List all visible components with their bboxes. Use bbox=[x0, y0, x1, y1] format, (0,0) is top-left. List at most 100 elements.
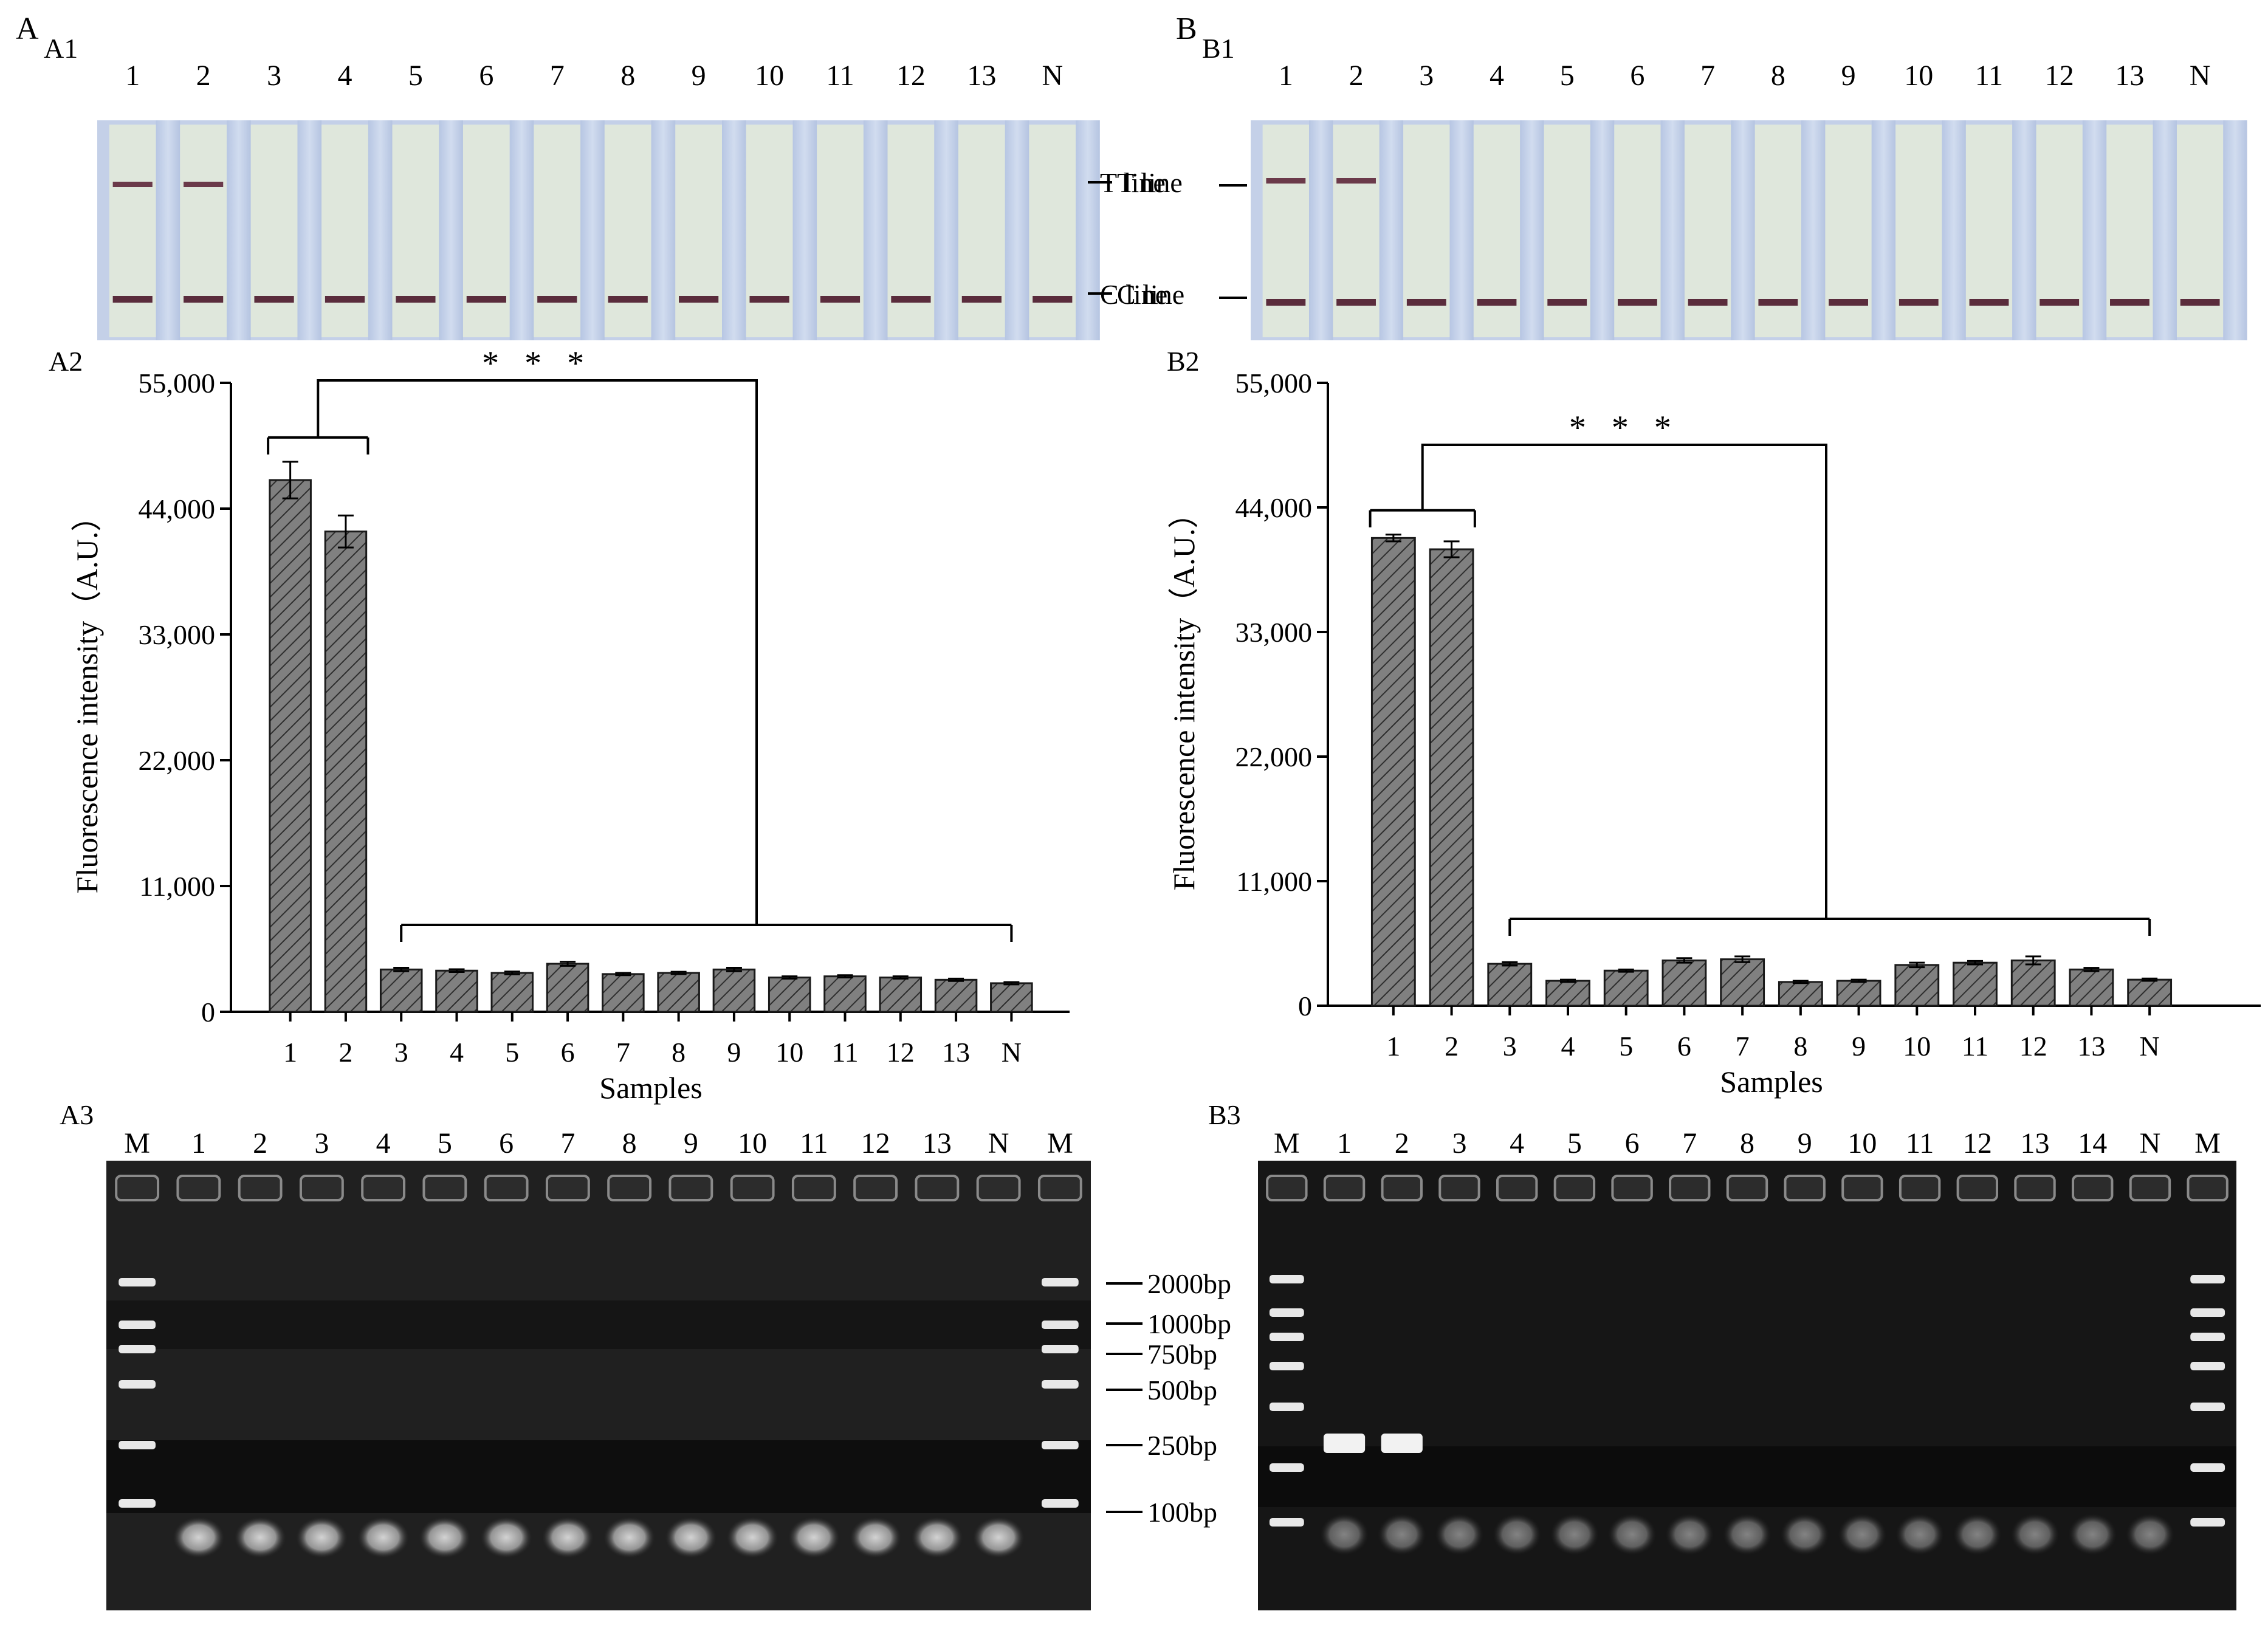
gel-lane-label: N bbox=[988, 1127, 1009, 1159]
primer-dimer-glow bbox=[1607, 1514, 1657, 1555]
strip-lane-label: 9 bbox=[692, 60, 706, 92]
gel-well bbox=[1266, 1175, 1308, 1201]
x-tick-label: N bbox=[1002, 1037, 1022, 1068]
strip-tube bbox=[1449, 120, 1474, 340]
ladder-band bbox=[1042, 1499, 1079, 1508]
strip-window bbox=[250, 125, 298, 337]
ladder-band bbox=[2190, 1518, 2225, 1527]
x-tick-label: 6 bbox=[561, 1037, 575, 1068]
gel-size-marker-label: 100bp bbox=[1147, 1497, 1217, 1528]
strip-b1-c-line-label: C line bbox=[1100, 279, 1167, 310]
primer-dimer-glow bbox=[665, 1517, 717, 1558]
gel-lane-label: 10 bbox=[1847, 1127, 1877, 1159]
primer-dimer-glow bbox=[1665, 1514, 1714, 1555]
strip-lane-label: 11 bbox=[1975, 60, 2003, 92]
strip-window bbox=[392, 125, 439, 337]
gel-well bbox=[361, 1175, 406, 1201]
strip-tube bbox=[2082, 120, 2107, 340]
ladder-band bbox=[1269, 1308, 1304, 1317]
gel-well bbox=[976, 1175, 1021, 1201]
x-tick-label: 2 bbox=[1445, 1031, 1459, 1062]
strip-lane-label: 2 bbox=[1349, 60, 1364, 92]
gel-size-marker-label: 500bp bbox=[1147, 1375, 1217, 1406]
gel-size-marker-label: 2000bp bbox=[1147, 1268, 1231, 1299]
x-tick-label: 3 bbox=[1503, 1031, 1517, 1062]
gel-lane-label: 9 bbox=[1798, 1127, 1812, 1159]
ladder-band bbox=[119, 1380, 156, 1389]
strip-window bbox=[958, 125, 1005, 337]
bar bbox=[379, 968, 423, 1013]
test-line-band bbox=[1266, 178, 1306, 184]
gel-well bbox=[545, 1175, 590, 1201]
control-line-band bbox=[961, 296, 1002, 303]
strip-tube bbox=[2223, 120, 2247, 340]
bar bbox=[990, 982, 1033, 1013]
x-tick-label: 7 bbox=[616, 1037, 630, 1068]
control-line-band bbox=[1899, 299, 1939, 306]
strip-window bbox=[817, 125, 864, 337]
gel-lane-label: 2 bbox=[253, 1127, 267, 1159]
x-tick-label: 9 bbox=[1852, 1031, 1866, 1062]
strip-lane-label: 8 bbox=[620, 60, 635, 92]
gel-well bbox=[484, 1175, 529, 1201]
control-line-band bbox=[608, 296, 648, 303]
x-tick-label: 8 bbox=[1793, 1031, 1807, 1062]
ladder-band bbox=[1269, 1275, 1304, 1283]
y-tick-label: 33,000 bbox=[139, 619, 216, 650]
x-tick-label: 9 bbox=[727, 1037, 741, 1068]
primer-dimer-glow bbox=[357, 1517, 410, 1558]
control-line-band bbox=[325, 296, 365, 303]
bar bbox=[1545, 980, 1590, 1007]
gel-lane-label: 5 bbox=[1567, 1127, 1582, 1159]
y-tick-label: 33,000 bbox=[1235, 617, 1313, 648]
x-tick-label: 5 bbox=[505, 1037, 519, 1068]
amplicon-band bbox=[1323, 1434, 1366, 1453]
strip-lane-label: 1 bbox=[1279, 60, 1293, 92]
gel-well bbox=[299, 1175, 344, 1201]
x-tick-label: 1 bbox=[1386, 1031, 1400, 1062]
x-tick-label: 12 bbox=[887, 1037, 915, 1068]
x-tick-label: 7 bbox=[1736, 1031, 1750, 1062]
gel-well bbox=[1956, 1175, 1999, 1201]
strip-lane-label: 9 bbox=[1841, 60, 1856, 92]
x-tick-label: 12 bbox=[2019, 1031, 2047, 1062]
panel-letter-b: B bbox=[1176, 12, 1197, 46]
strip-tube bbox=[934, 120, 958, 340]
gel-well bbox=[115, 1175, 160, 1201]
primer-dimer-glow bbox=[1838, 1514, 1887, 1555]
gel-lane-label: 7 bbox=[1682, 1127, 1697, 1159]
control-line-band bbox=[2110, 299, 2149, 306]
bar bbox=[269, 479, 312, 1013]
strip-lane-label: N bbox=[2190, 60, 2211, 92]
strip-tube bbox=[651, 120, 676, 340]
gel-size-marker-label: 750bp bbox=[1147, 1339, 1217, 1370]
gel-well bbox=[1841, 1175, 1883, 1201]
strip-tube bbox=[1076, 120, 1100, 340]
x-tick-label: 1 bbox=[283, 1037, 297, 1068]
primer-dimer-glow bbox=[1377, 1514, 1426, 1555]
control-line-band bbox=[184, 296, 224, 303]
gel-lane-label: M bbox=[124, 1127, 150, 1159]
primer-dimer-glow bbox=[726, 1517, 778, 1558]
y-tick-label: 22,000 bbox=[139, 745, 216, 776]
x-tick-label: 2 bbox=[338, 1037, 352, 1068]
ladder-band bbox=[1042, 1345, 1079, 1353]
gel-well bbox=[176, 1175, 221, 1201]
gel-well bbox=[1899, 1175, 1941, 1201]
ladder-band bbox=[2190, 1463, 2225, 1472]
control-line-band bbox=[1033, 296, 1073, 303]
bar bbox=[602, 973, 645, 1013]
gel-lane-label: 11 bbox=[1906, 1127, 1934, 1159]
strip-tube bbox=[1731, 120, 1755, 340]
gel-b3: B3 M 1 2 3 4 5 6 7 8 9 10 11 12 13 14 N M bbox=[1208, 1099, 2236, 1610]
strip-tube bbox=[863, 120, 888, 340]
bar bbox=[1487, 963, 1533, 1007]
primer-dimer-glow bbox=[2068, 1514, 2117, 1555]
strip-a1: A1 1 2 3 4 5 6 7 8 9 10 11 12 13 N T line C line bbox=[44, 33, 1184, 340]
x-tick-label: 10 bbox=[1903, 1031, 1931, 1062]
strip-lane-label: 3 bbox=[1419, 60, 1434, 92]
strip-lane-label: 12 bbox=[2045, 60, 2074, 92]
ladder-band bbox=[119, 1321, 156, 1329]
gel-well bbox=[2014, 1175, 2056, 1201]
strip-tube bbox=[2153, 120, 2177, 340]
